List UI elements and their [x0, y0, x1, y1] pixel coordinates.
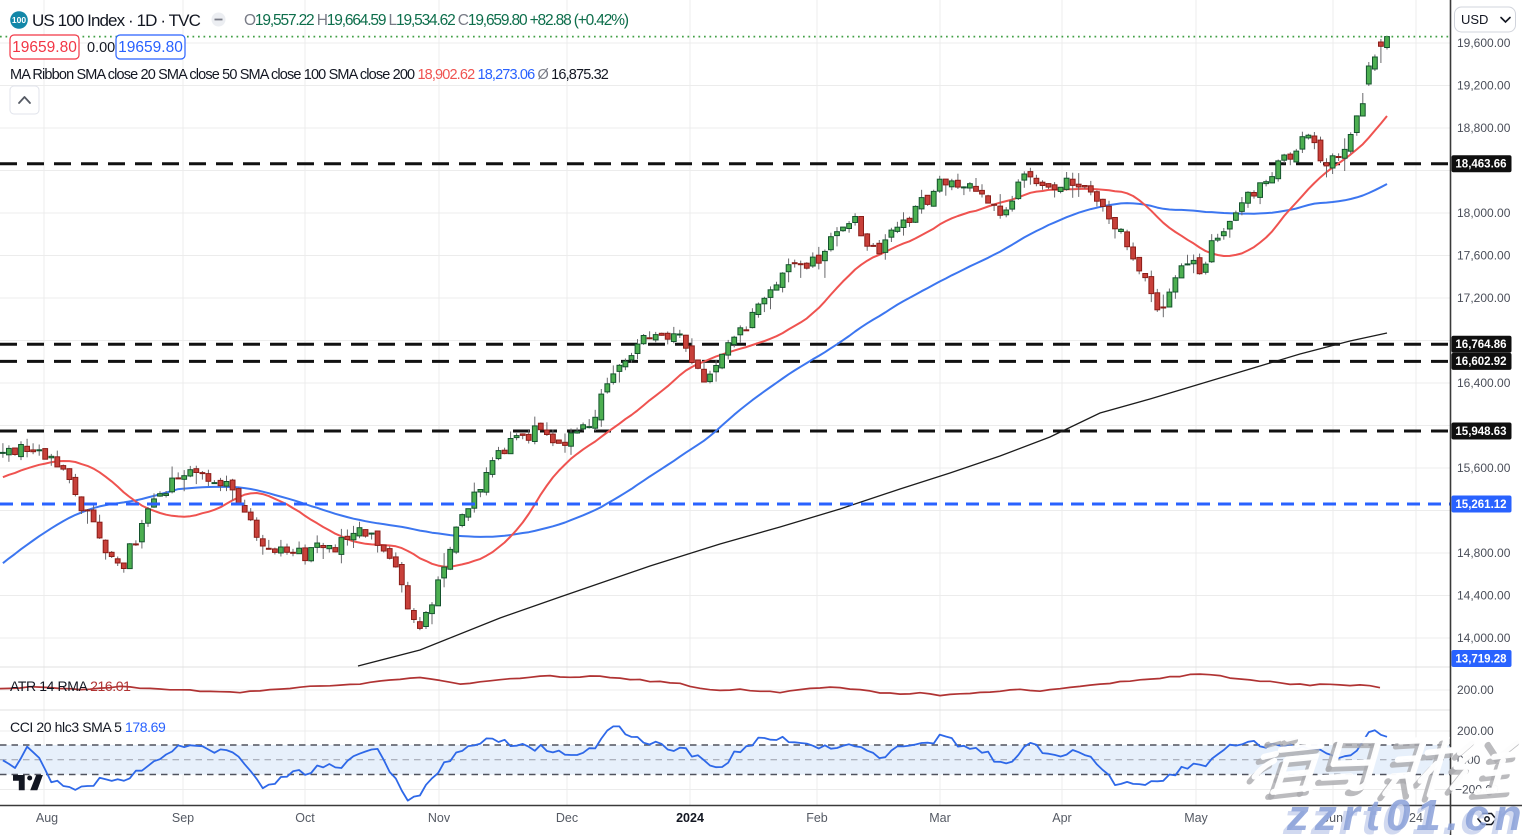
- svg-text:19659.80: 19659.80: [12, 39, 77, 56]
- svg-text:Feb: Feb: [806, 811, 828, 825]
- svg-text:15,261.12: 15,261.12: [1455, 499, 1506, 511]
- svg-text:15,948.63: 15,948.63: [1455, 426, 1506, 438]
- svg-text:100: 100: [12, 15, 26, 25]
- svg-text:O19,557.22 H19,664.59 L19,534.: O19,557.22 H19,664.59 L19,534.62 C19,659…: [244, 12, 629, 29]
- svg-text:ATR 14 RMA 216.01: ATR 14 RMA 216.01: [10, 678, 131, 694]
- svg-text:17,600.00: 17,600.00: [1457, 249, 1511, 263]
- svg-text:Sep: Sep: [172, 811, 194, 825]
- svg-text:14,800.00: 14,800.00: [1457, 546, 1511, 560]
- svg-text:16,764.86: 16,764.86: [1455, 339, 1506, 351]
- svg-text:16,602.92: 16,602.92: [1455, 356, 1506, 368]
- svg-text:200.00: 200.00: [1457, 683, 1494, 697]
- svg-text:13,719.28: 13,719.28: [1455, 653, 1507, 665]
- svg-text:24: 24: [1409, 811, 1423, 825]
- svg-text:2024: 2024: [676, 811, 704, 825]
- svg-text:14,400.00: 14,400.00: [1457, 589, 1511, 603]
- svg-text:CCI 20 hlc3 SMA 5 178.69: CCI 20 hlc3 SMA 5 178.69: [10, 719, 166, 735]
- svg-text:Aug: Aug: [36, 811, 58, 825]
- svg-text:18,000.00: 18,000.00: [1457, 206, 1511, 220]
- svg-text:Nov: Nov: [428, 811, 451, 825]
- svg-text:19,600.00: 19,600.00: [1457, 36, 1511, 50]
- svg-text:Oct: Oct: [295, 811, 315, 825]
- svg-text:15,600.00: 15,600.00: [1457, 461, 1511, 475]
- svg-text:Dec: Dec: [556, 811, 578, 825]
- svg-text:Mar: Mar: [929, 811, 951, 825]
- svg-text:May: May: [1184, 811, 1208, 825]
- svg-text:0.00: 0.00: [87, 40, 115, 56]
- svg-text:19659.80: 19659.80: [118, 39, 183, 56]
- svg-text:USD: USD: [1461, 12, 1488, 27]
- svg-text:Apr: Apr: [1052, 811, 1071, 825]
- svg-text:zzrt01.cn: zzrt01.cn: [1286, 791, 1522, 835]
- svg-text:18,800.00: 18,800.00: [1457, 121, 1511, 135]
- svg-text:17,200.00: 17,200.00: [1457, 291, 1511, 305]
- svg-text:US 100 Index · 1D · TVC: US 100 Index · 1D · TVC: [32, 11, 201, 30]
- svg-text:zzrt01.cn: zzrt01.cn: [1282, 795, 1522, 835]
- svg-text:200.00: 200.00: [1457, 724, 1494, 738]
- svg-text:16,400.00: 16,400.00: [1457, 376, 1511, 390]
- svg-text:MA Ribbon SMA close 20 SMA clo: MA Ribbon SMA close 20 SMA close 50 SMA …: [10, 67, 609, 83]
- svg-text:14,000.00: 14,000.00: [1457, 631, 1511, 645]
- svg-text:18,463.66: 18,463.66: [1455, 159, 1506, 171]
- svg-text:19,200.00: 19,200.00: [1457, 79, 1511, 93]
- svg-text:Jun: Jun: [1323, 811, 1343, 825]
